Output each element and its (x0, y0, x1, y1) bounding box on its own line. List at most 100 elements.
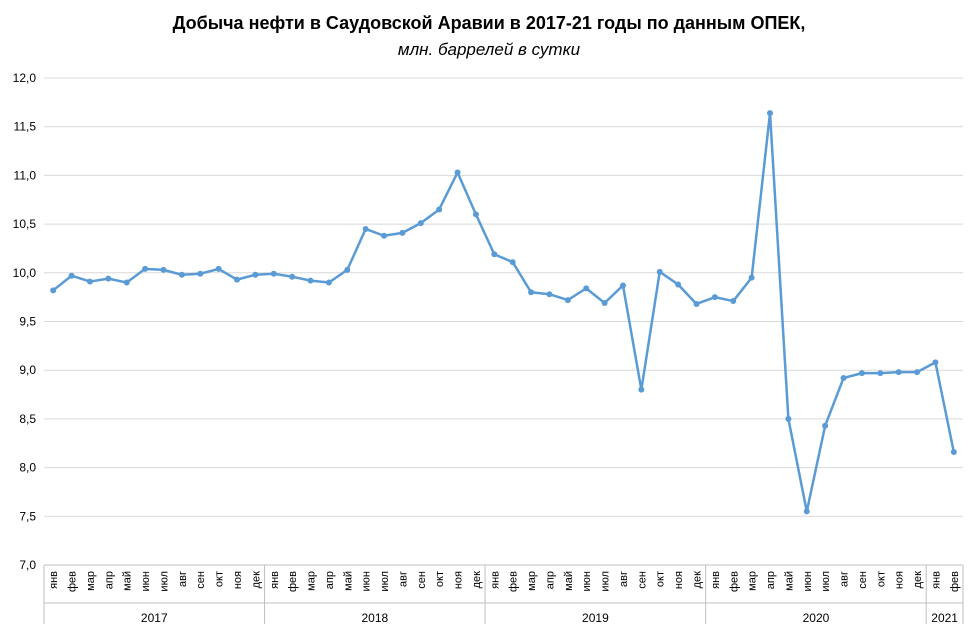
x-tick-label: фев (949, 571, 961, 592)
x-tick-label: дек (250, 571, 262, 589)
x-axis: янв фев мар апр май июн июл авг сен окт ноя дек янв ф… (43, 564, 964, 625)
x-tick-label: май (783, 571, 795, 591)
gridlines (44, 77, 963, 566)
data-point (675, 281, 682, 288)
x-tick-label: дек (471, 571, 483, 589)
y-tick-label: 9,5 (19, 315, 36, 329)
data-point (822, 422, 829, 429)
year-label: 2017 (141, 611, 168, 625)
x-tick-label: окт (655, 571, 667, 587)
x-tick-label: фев (287, 571, 299, 592)
x-tick-label: фев (728, 571, 740, 592)
data-point (362, 225, 369, 232)
data-point (932, 359, 939, 366)
y-tick-label: 12,0 (13, 71, 37, 85)
x-tick-label: апр (324, 571, 336, 589)
y-tick-label: 7,5 (19, 509, 36, 523)
x-tick-label: окт (434, 571, 446, 587)
x-tick-label: июл (158, 571, 170, 592)
x-tick-label: июн (140, 571, 152, 591)
x-tick-label: сен (636, 571, 648, 589)
x-tick-label: апр (765, 571, 777, 589)
y-tick-label: 10,0 (13, 266, 37, 280)
year-label: 2020 (803, 611, 830, 625)
x-tick-label: мар (747, 571, 759, 591)
data-point (619, 282, 626, 289)
y-tick-label: 8,5 (19, 412, 36, 426)
x-tick-label: янв (930, 571, 942, 589)
data-point (178, 271, 185, 278)
x-tick-label: апр (103, 571, 115, 589)
y-axis: 7,0 7,5 8,0 8,5 9,0 9,5 10,0 10,5 11,0 11,5 12,0 (13, 71, 37, 572)
x-tick-label: фев (67, 571, 79, 592)
x-tick-label: июл (820, 571, 832, 592)
data-point (417, 220, 424, 227)
data-point (307, 277, 314, 284)
data-point (289, 273, 296, 280)
x-tick-label: июн (802, 571, 814, 591)
series-line (51, 111, 956, 513)
data-point (858, 370, 865, 377)
x-tick-label: янв (48, 571, 60, 589)
data-point (638, 386, 645, 393)
x-tick-label: фев (508, 571, 520, 592)
data-point (381, 232, 388, 239)
data-point (914, 369, 921, 376)
x-tick-label: июн (581, 571, 593, 591)
x-tick-label: авг (177, 571, 189, 587)
data-point (840, 374, 847, 381)
data-point (270, 270, 277, 277)
year-label: 2021 (931, 611, 958, 625)
x-tick-label: янв (489, 571, 501, 589)
chart-subtitle: млн. баррелей в сутки (398, 40, 581, 59)
data-point (877, 370, 884, 377)
x-tick-label: янв (269, 571, 281, 589)
chart-title: Добыча нефти в Саудовской Аравии в 2017-… (173, 13, 806, 33)
x-tick-label: июн (361, 571, 373, 591)
y-tick-label: 8,0 (19, 461, 36, 475)
x-tick-label: июл (600, 571, 612, 592)
x-tick-label: сен (195, 571, 207, 589)
data-point (491, 251, 498, 258)
data-point (711, 294, 718, 301)
x-tick-label: мар (526, 571, 538, 591)
x-tick-label: мар (85, 571, 97, 591)
data-point (86, 278, 93, 285)
data-point (730, 298, 737, 305)
data-point (215, 265, 222, 272)
x-tick-label: июл (379, 571, 391, 592)
data-point (748, 274, 755, 281)
data-point (399, 229, 406, 236)
x-tick-label: дек (912, 571, 924, 589)
data-point (528, 289, 535, 296)
data-point (693, 300, 700, 307)
data-point (344, 266, 351, 273)
y-tick-label: 10,5 (13, 217, 37, 231)
data-point (509, 259, 516, 266)
data-point (546, 291, 553, 298)
data-point (325, 279, 332, 286)
x-tick-label: янв (710, 571, 722, 589)
x-tick-label: май (342, 571, 354, 591)
x-tick-label: окт (214, 571, 226, 587)
data-point (601, 299, 608, 306)
year-label: 2018 (361, 611, 388, 625)
x-tick-label: окт (875, 571, 887, 587)
x-tick-label: сен (857, 571, 869, 589)
data-point (803, 508, 810, 515)
data-point (785, 415, 792, 422)
data-point (233, 276, 240, 283)
data-point (142, 265, 149, 272)
x-tick-label: сен (416, 571, 428, 589)
x-tick-label: ноя (673, 571, 685, 589)
data-point (68, 272, 75, 279)
data-point (767, 110, 774, 117)
x-tick-label: дек (691, 571, 703, 589)
x-tick-label: апр (544, 571, 556, 589)
x-tick-label: мар (306, 571, 318, 591)
data-point (50, 287, 57, 294)
y-tick-label: 9,0 (19, 363, 36, 377)
year-label: 2019 (582, 611, 609, 625)
x-tick-label: май (122, 571, 134, 591)
